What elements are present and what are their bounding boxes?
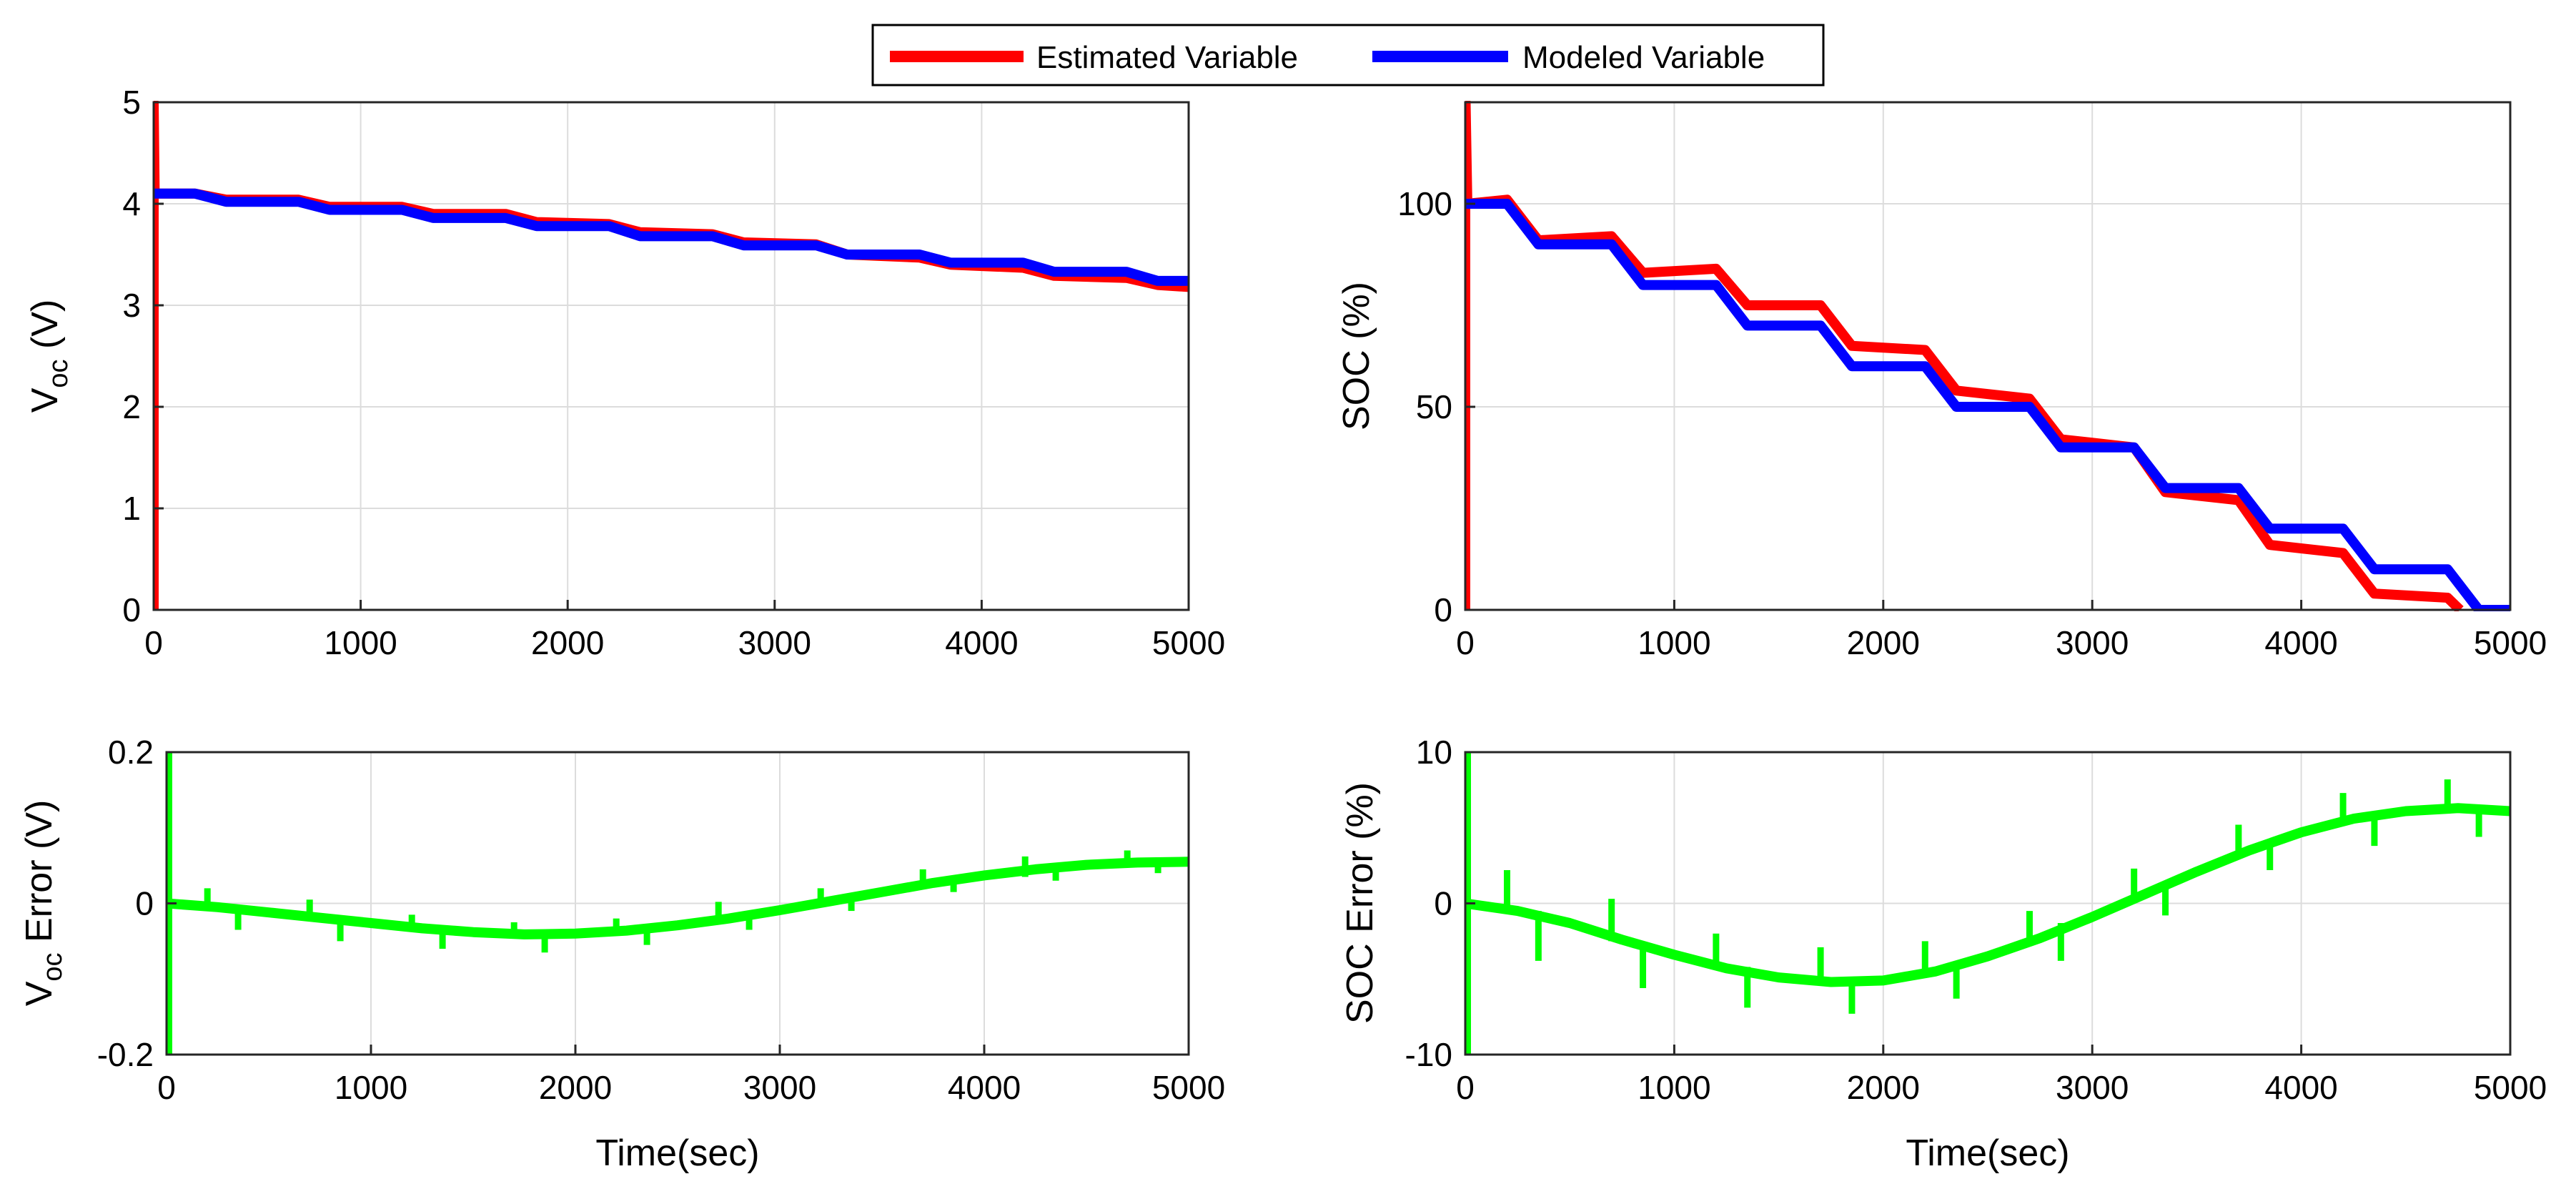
voc-y-tick-label: 2 [122,388,141,425]
voc-y-axis-label: Voc (V) [24,300,74,413]
soc-x-tick-label: 5000 [2474,624,2547,661]
soc_error-y-tick-label: -10 [1405,1036,1452,1073]
voc-x-tick-label: 1000 [324,624,397,661]
voc-error-y-label-main: V [19,981,60,1006]
soc_error-x-tick-label: 3000 [2056,1069,2129,1106]
soc-x-tick-label: 3000 [2056,624,2129,661]
chart-soc: 0 1000 2000 3000 4000 5000 0 50 100 SOC (%) [1336,101,2547,661]
voc_error-x-tick-label: 5000 [1152,1069,1225,1106]
soc-y-axis-label: SOC (%) [1336,282,1377,430]
voc_error-y-tick-label: -0.2 [97,1036,154,1073]
voc-x-ticks: 0 1000 2000 3000 4000 5000 [144,600,1225,661]
legend-label-modeled: Modeled Variable [1522,40,1765,75]
voc_error-x-tick-label: 1000 [335,1069,407,1106]
voc-x-tick-label: 4000 [945,624,1018,661]
voc-y-label-sub: oc [44,359,74,388]
chart-voc-error: 0 1000 2000 3000 4000 5000 -0.200.2 Voc Error… [19,734,1225,1174]
soc-series-b-line [1465,199,2510,611]
soc_error-x-tick-label: 4000 [2264,1069,2337,1106]
soc-error-grid [1465,752,2510,1055]
soc_error-x-tick-label: 1000 [1638,1069,1710,1106]
voc_error-x-tick-label: 4000 [948,1069,1021,1106]
legend-label-estimated: Estimated Variable [1036,40,1298,75]
soc-error-x-ticks: 0 1000 2000 3000 4000 5000 [1456,1045,2547,1106]
voc-grid [154,102,1189,610]
voc_error-x-tick-label: 0 [157,1069,176,1106]
voc-axes-frame [152,101,1190,611]
soc_error-series-a-line [1465,803,2510,987]
voc-y-ticks: 0 1 2 3 4 5 [122,84,164,628]
voc-series-b-line [154,188,1189,286]
soc-plot [1465,101,2510,611]
voc-x-tick-label: 0 [144,624,163,661]
soc-y-tick-label: 0 [1434,591,1452,628]
voc-y-tick-label: 1 [122,490,141,527]
voc-x-tick-label: 5000 [1152,624,1225,661]
voc-error-y-axis-label: Voc Error (V) [19,800,68,1007]
voc-series-a-line [154,101,1189,610]
voc-error-y-ticks: -0.2 0 0.2 [97,734,177,1073]
soc-y-tick-label: 100 [1397,185,1452,222]
voc-y-tick-label: 0 [122,591,141,628]
soc_error-x-tick-label: 5000 [2474,1069,2547,1106]
voc_error-x-tick-label: 2000 [539,1069,612,1106]
soc-error-plot [1465,752,2510,1055]
voc-error-grid [167,752,1189,1055]
soc_error-x-tick-label: 0 [1456,1069,1475,1106]
soc-x-ticks: 0 1000 2000 3000 4000 5000 [1456,600,2547,661]
soc-error-y-axis-label: SOC Error (%) [1339,782,1381,1024]
voc-y-label-rest: (V) [24,300,66,360]
soc-error-y-ticks: -10 0 10 [1405,734,1475,1073]
voc-error-x-ticks: 0 1000 2000 3000 4000 5000 [157,1045,1225,1106]
voc_error-y-tick-label: 0 [135,885,154,922]
soc-x-tick-label: 1000 [1638,624,1710,661]
soc_error-y-tick-label: 0 [1434,885,1452,922]
soc_error-y-tick-label: 10 [1416,734,1452,771]
voc-x-tick-label: 3000 [738,624,811,661]
chart-voc: 0 1000 2000 3000 4000 5000 0 1 2 3 4 5 Voc (V) [24,84,1225,661]
voc-y-tick-label: 4 [122,185,141,222]
soc_error-x-tick-label: 2000 [1847,1069,1920,1106]
soc-x-tick-label: 4000 [2264,624,2337,661]
voc-y-label-main: V [24,388,66,413]
soc-axes-frame [1464,101,2512,611]
voc-y-tick-label: 5 [122,84,141,121]
voc_error-series-a-line [167,857,1189,939]
voc-error-y-label-rest: Error (V) [19,800,60,953]
soc-x-tick-label: 2000 [1847,624,1920,661]
voc_error-x-tick-label: 3000 [743,1069,816,1106]
legend: Estimated Variable Modeled Variable [871,24,1825,87]
soc-y-ticks: 0 50 100 [1397,185,1475,628]
voc_error-y-tick-label: 0.2 [108,734,154,771]
soc-y-tick-label: 50 [1416,388,1452,425]
legend-box [871,24,1825,87]
voc-x-tick-label: 2000 [531,624,604,661]
soc-error-x-axis-label: Time(sec) [1906,1133,2069,1174]
voc-plot [154,101,1189,610]
voc-error-x-axis-label: Time(sec) [595,1133,759,1174]
soc-grid [1465,102,2510,610]
soc-x-tick-label: 0 [1456,624,1475,661]
voc-error-y-label-sub: oc [38,952,68,981]
voc-y-tick-label: 3 [122,287,141,324]
